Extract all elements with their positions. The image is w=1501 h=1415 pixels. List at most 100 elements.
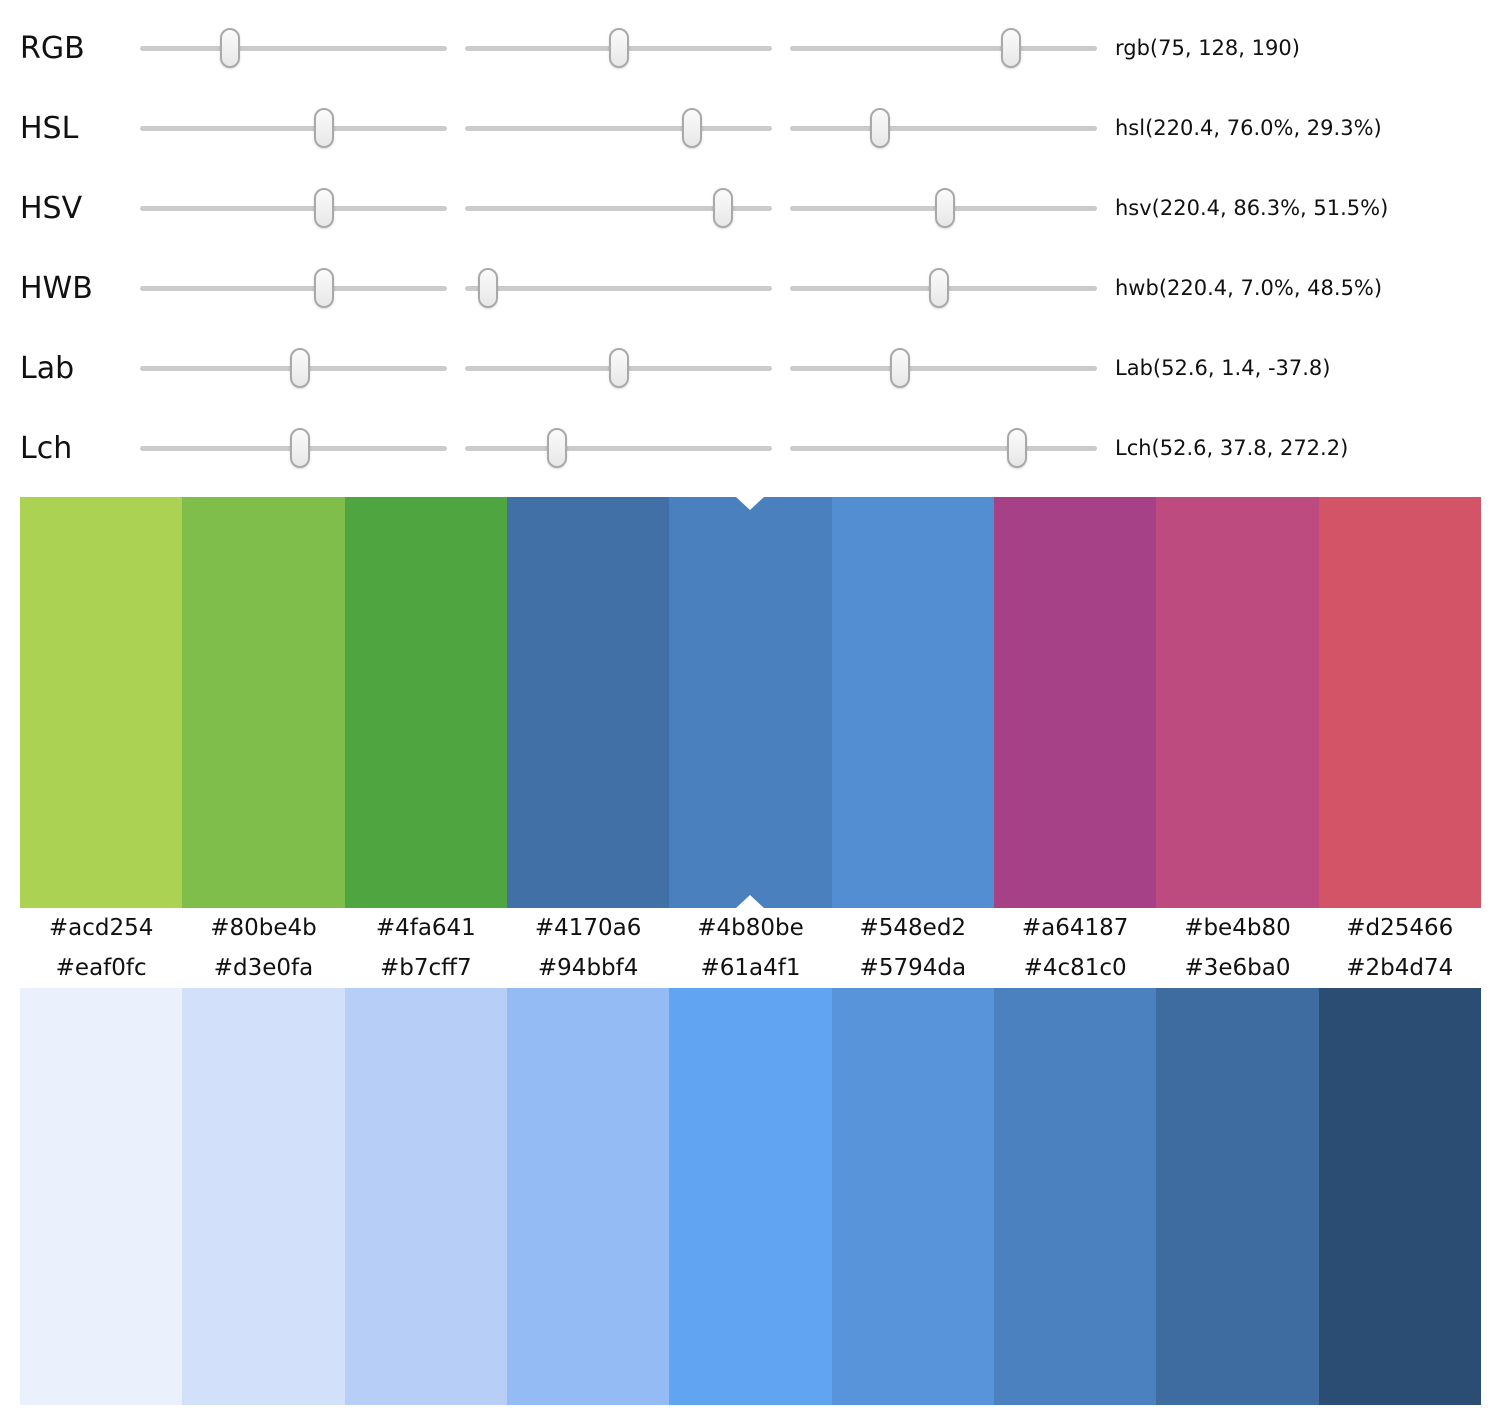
slider-row: HSL hsl(220.4, 76.0%, 29.3%) xyxy=(0,88,1501,168)
slider-thumb[interactable] xyxy=(712,188,733,228)
color-value-text-hsv: hsv(220.4, 86.3%, 51.5%) xyxy=(1115,196,1389,220)
hex-label: #b7cff7 xyxy=(380,955,472,981)
slider-row: HSV hsv(220.4, 86.3%, 51.5%) xyxy=(0,168,1501,248)
colorspace-sliders-section: RGB rgb(75, 128, 190) HSL hsl(220.4, 76.… xyxy=(0,0,1501,488)
hex-label: #4b80be xyxy=(697,915,804,941)
slider-thumb[interactable] xyxy=(682,108,703,148)
slider-track[interactable] xyxy=(140,26,447,70)
hex-label: #4170a6 xyxy=(534,915,642,941)
slider-thumb[interactable] xyxy=(289,348,310,388)
colorspace-label-lch: Lch xyxy=(20,430,73,466)
selected-swatch-notch xyxy=(736,497,765,510)
slider-track[interactable] xyxy=(465,186,772,230)
top-palette-strip xyxy=(20,497,1481,908)
palette-swatch[interactable] xyxy=(182,988,345,1405)
colorspace-label-hwb: HWB xyxy=(20,270,93,306)
slider-row: HWB hwb(220.4, 7.0%, 48.5%) xyxy=(0,248,1501,328)
slider-thumb[interactable] xyxy=(889,348,910,388)
bottom-palette-hex-labels: #eaf0fc #d3e0fa #b7cff7 #94bbf4 #61a4f1 … xyxy=(20,948,1481,988)
palette-swatch[interactable] xyxy=(669,497,832,908)
palette-swatch[interactable] xyxy=(831,988,994,1405)
palette-swatch[interactable] xyxy=(182,497,345,908)
slider-track[interactable] xyxy=(790,106,1097,150)
slider-thumb[interactable] xyxy=(314,108,335,148)
colorspace-label-hsl: HSL xyxy=(20,110,79,146)
hex-label: #d25466 xyxy=(1346,915,1454,941)
palette-swatch[interactable] xyxy=(344,988,507,1405)
colorspace-label-lab: Lab xyxy=(20,350,75,386)
color-value-text-hsl: hsl(220.4, 76.0%, 29.3%) xyxy=(1115,116,1382,140)
bottom-palette-strip xyxy=(20,988,1481,1405)
slider-track[interactable] xyxy=(465,266,772,310)
color-value-text-lab: Lab(52.6, 1.4, -37.8) xyxy=(1115,356,1331,380)
color-value-text-lch: Lch(52.6, 37.8, 272.2) xyxy=(1115,436,1349,460)
slider-track-group xyxy=(140,426,1097,470)
slider-thumb[interactable] xyxy=(869,108,890,148)
color-value-text-hwb: hwb(220.4, 7.0%, 48.5%) xyxy=(1115,276,1383,300)
slider-track[interactable] xyxy=(790,266,1097,310)
slider-track-group xyxy=(140,26,1097,70)
palette-swatch[interactable] xyxy=(20,988,183,1405)
slider-track[interactable] xyxy=(140,346,447,390)
palette-swatch[interactable] xyxy=(1156,497,1319,908)
colorspace-label-rgb: RGB xyxy=(20,30,85,66)
slider-track-group xyxy=(140,106,1097,150)
slider-thumb[interactable] xyxy=(1007,428,1028,468)
slider-thumb[interactable] xyxy=(478,268,499,308)
slider-thumb[interactable] xyxy=(290,428,311,468)
slider-track[interactable] xyxy=(790,26,1097,70)
slider-track-group xyxy=(140,186,1097,230)
hex-label: #be4b80 xyxy=(1184,915,1291,941)
slider-track[interactable] xyxy=(465,106,772,150)
hex-label: #4c81c0 xyxy=(1023,955,1127,981)
slider-thumb[interactable] xyxy=(928,268,949,308)
slider-thumb[interactable] xyxy=(609,348,630,388)
color-value-text-rgb: rgb(75, 128, 190) xyxy=(1115,36,1300,60)
slider-track[interactable] xyxy=(790,426,1097,470)
colorspace-label-hsv: HSV xyxy=(20,190,83,226)
hex-label: #61a4f1 xyxy=(700,955,801,981)
palette-swatch[interactable] xyxy=(993,988,1157,1405)
slider-thumb[interactable] xyxy=(314,188,335,228)
palette-swatch[interactable] xyxy=(20,497,183,908)
slider-track[interactable] xyxy=(790,186,1097,230)
hex-label: #548ed2 xyxy=(859,915,967,941)
palette-swatch[interactable] xyxy=(506,988,670,1405)
palette-swatch[interactable] xyxy=(1318,497,1481,908)
slider-thumb[interactable] xyxy=(314,268,335,308)
slider-thumb[interactable] xyxy=(547,428,568,468)
slider-track[interactable] xyxy=(790,346,1097,390)
hex-label: #3e6ba0 xyxy=(1184,955,1291,981)
palette-swatch[interactable] xyxy=(344,497,507,908)
slider-track[interactable] xyxy=(465,426,772,470)
slider-track[interactable] xyxy=(140,426,447,470)
hex-label: #5794da xyxy=(859,955,967,981)
palette-swatch[interactable] xyxy=(506,497,670,908)
slider-thumb[interactable] xyxy=(220,28,241,68)
slider-track[interactable] xyxy=(465,26,772,70)
slider-track-group xyxy=(140,266,1097,310)
palette-swatch[interactable] xyxy=(1156,988,1319,1405)
slider-track[interactable] xyxy=(140,106,447,150)
palette-swatch[interactable] xyxy=(993,497,1157,908)
hex-label: #a64187 xyxy=(1021,915,1129,941)
selected-swatch-notch xyxy=(736,895,765,908)
top-palette-hex-labels: #acd254 #80be4b #4fa641 #4170a6 #4b80be … xyxy=(20,908,1481,948)
slider-thumb[interactable] xyxy=(935,188,956,228)
hex-label: #80be4b xyxy=(210,915,317,941)
slider-row: Lch Lch(52.6, 37.8, 272.2) xyxy=(0,408,1501,488)
slider-track[interactable] xyxy=(140,186,447,230)
slider-thumb[interactable] xyxy=(1001,28,1022,68)
hex-label: #4fa641 xyxy=(375,915,476,941)
slider-thumb[interactable] xyxy=(609,28,630,68)
slider-track[interactable] xyxy=(140,266,447,310)
palette-swatch[interactable] xyxy=(669,988,832,1405)
slider-track[interactable] xyxy=(465,346,772,390)
hex-label: #eaf0fc xyxy=(55,955,147,981)
palette-swatch[interactable] xyxy=(1318,988,1481,1405)
hex-label: #acd254 xyxy=(48,915,154,941)
slider-row: RGB rgb(75, 128, 190) xyxy=(0,8,1501,88)
palette-swatch[interactable] xyxy=(831,497,994,908)
hex-label: #2b4d74 xyxy=(1346,955,1454,981)
